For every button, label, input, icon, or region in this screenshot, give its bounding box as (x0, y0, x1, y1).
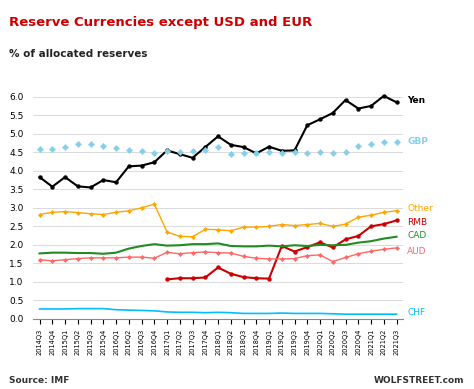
Text: Other: Other (407, 204, 433, 213)
Text: CHF: CHF (407, 308, 425, 317)
Text: Source: IMF: Source: IMF (9, 376, 70, 385)
Text: Reserve Currencies except USD and EUR: Reserve Currencies except USD and EUR (9, 16, 313, 28)
Text: GBP: GBP (407, 137, 428, 146)
Text: RMB: RMB (407, 218, 427, 227)
Text: CAD: CAD (407, 231, 426, 240)
Text: % of allocated reserves: % of allocated reserves (9, 49, 148, 59)
Text: Yen: Yen (407, 96, 425, 105)
Text: AUD: AUD (407, 247, 427, 256)
Text: WOLFSTREET.com: WOLFSTREET.com (374, 376, 465, 385)
